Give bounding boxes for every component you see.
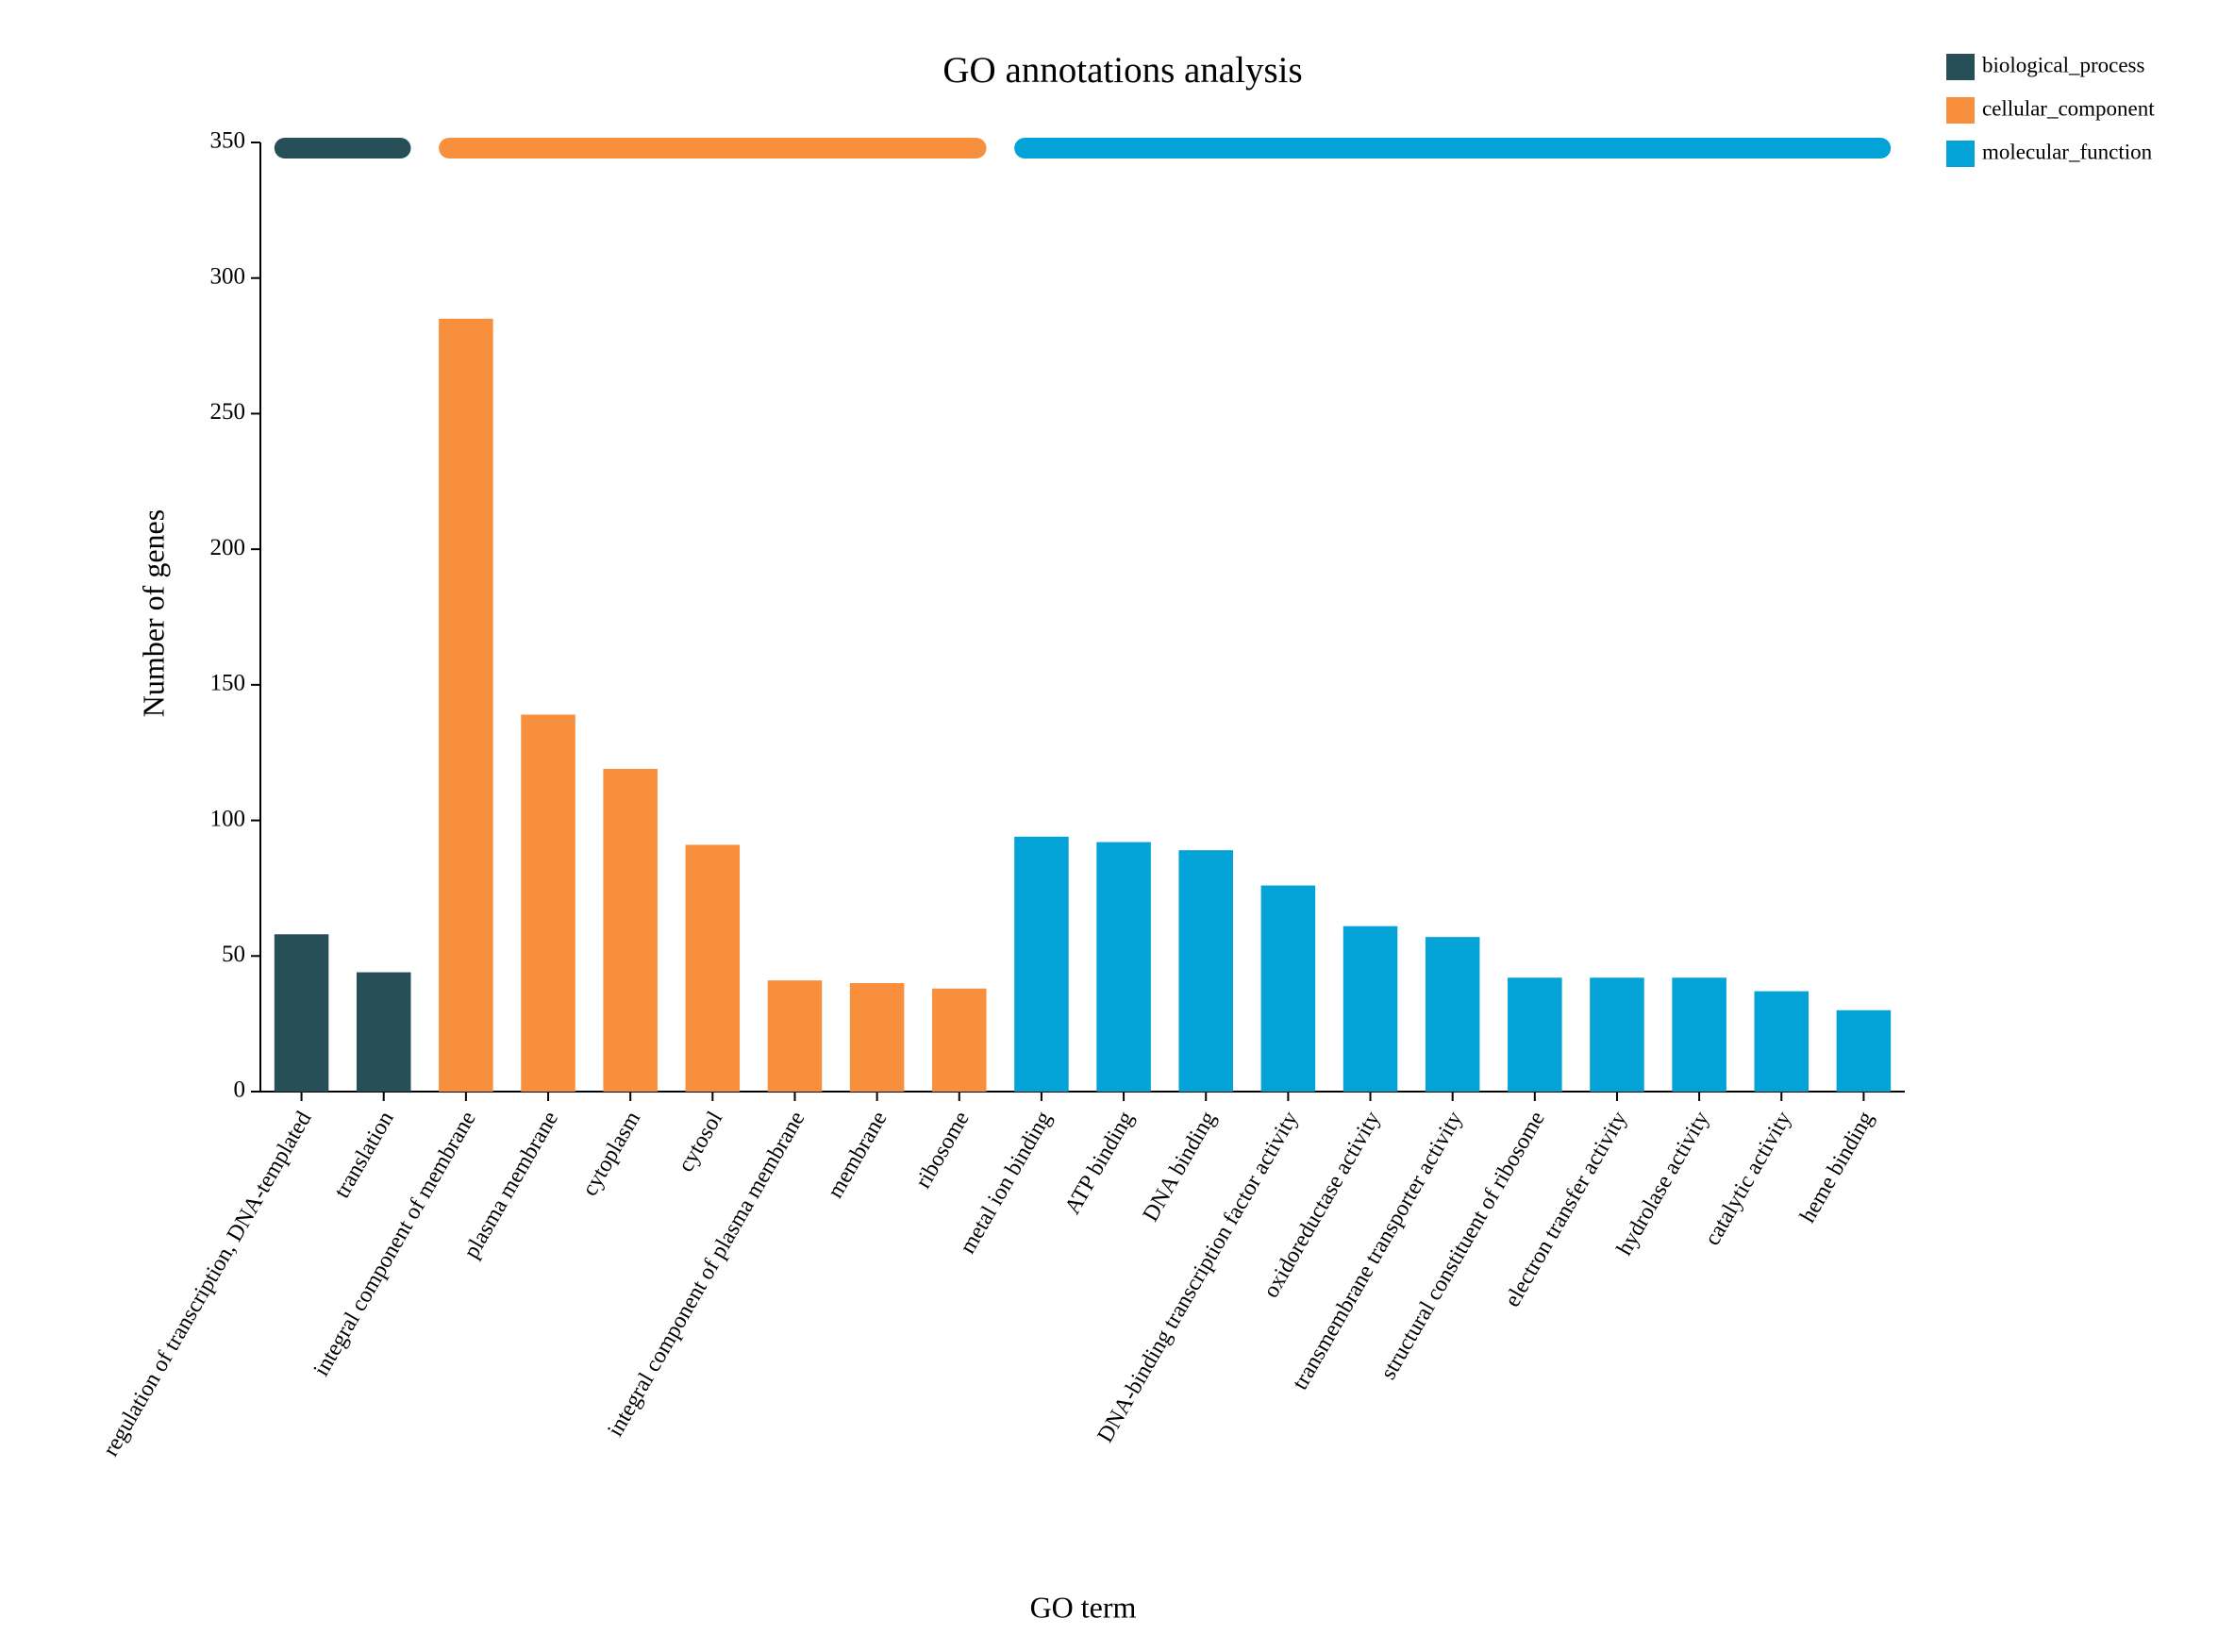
y-axis-label: Number of genes	[136, 509, 170, 717]
y-tick-label: 0	[234, 1077, 246, 1103]
bar	[767, 980, 823, 1092]
x-axis-label: GO term	[1030, 1590, 1137, 1624]
x-tick-label: catalytic activity	[1700, 1108, 1796, 1250]
bar	[1096, 842, 1151, 1092]
bar	[521, 714, 575, 1092]
legend-label: biological_process	[1982, 53, 2145, 76]
bar	[274, 934, 329, 1092]
bar	[685, 844, 741, 1092]
bar	[1178, 850, 1233, 1092]
y-tick-label: 200	[210, 535, 246, 560]
x-tick-label: cytoplasm	[577, 1107, 645, 1200]
x-tick-label: hydrolase activity	[1612, 1108, 1714, 1260]
bar	[1014, 836, 1069, 1092]
chart-title: GO annotations analysis	[942, 50, 1302, 91]
x-tick-label: metal ion binding	[956, 1108, 1057, 1259]
x-tick-label: DNA binding	[1139, 1108, 1222, 1226]
x-tick-label: ATP binding	[1060, 1108, 1139, 1219]
x-tick-label: transmembrane transporter activity	[1288, 1108, 1467, 1394]
x-tick-label: ribosome	[911, 1108, 975, 1193]
y-tick-label: 300	[210, 263, 246, 289]
bar	[1508, 977, 1562, 1092]
x-tick-label: regulation of transcription, DNA-templat…	[98, 1108, 316, 1460]
legend-swatch	[1946, 141, 1975, 167]
x-tick-label: integral component of plasma membrane	[603, 1108, 809, 1442]
bar	[932, 988, 987, 1092]
bar	[1260, 885, 1316, 1092]
x-tick-label: integral component of membrane	[309, 1108, 481, 1380]
y-tick-label: 250	[210, 399, 246, 425]
y-tick-label: 100	[210, 806, 246, 831]
y-tick-label: 350	[210, 128, 246, 154]
x-tick-label: plasma membrane	[459, 1108, 563, 1263]
bar	[1672, 977, 1726, 1092]
bar	[849, 983, 905, 1092]
bar	[603, 768, 658, 1092]
x-tick-label: membrane	[823, 1108, 892, 1203]
legend-swatch	[1946, 97, 1975, 124]
x-tick-label: translation	[330, 1108, 399, 1203]
legend-label: cellular_component	[1982, 96, 2155, 120]
y-tick-label: 50	[222, 942, 245, 967]
x-tick-label: cytosol	[674, 1107, 727, 1176]
legend-swatch	[1946, 54, 1975, 80]
bar	[1342, 926, 1398, 1092]
bar	[1590, 977, 1644, 1092]
bar	[1425, 937, 1480, 1092]
x-tick-label: structural constituent of ribosome	[1376, 1108, 1550, 1384]
bar	[439, 318, 493, 1092]
bar	[1754, 991, 1809, 1092]
y-tick-label: 150	[210, 671, 246, 696]
legend-label: molecular_function	[1982, 140, 2153, 163]
bar	[1836, 1010, 1892, 1092]
x-tick-label: heme binding	[1795, 1108, 1878, 1227]
bar	[356, 972, 411, 1092]
